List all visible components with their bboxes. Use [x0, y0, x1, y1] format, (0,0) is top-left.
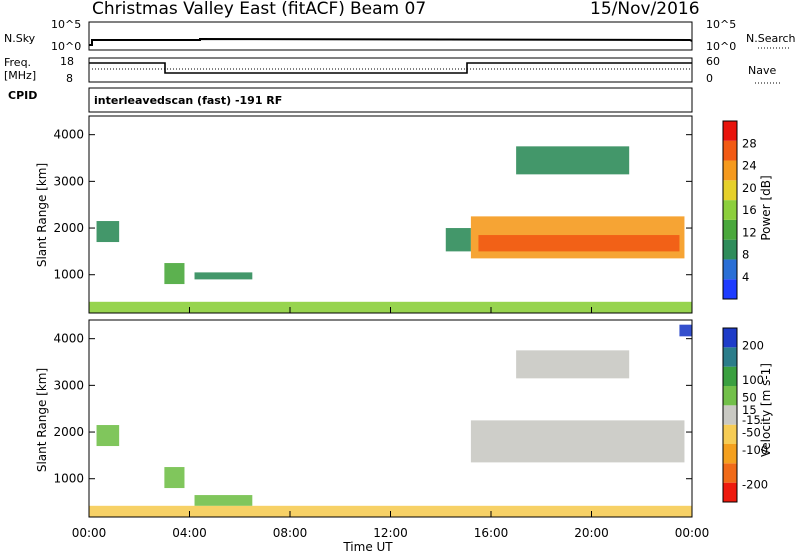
freq-top-tick: 18: [60, 55, 74, 68]
colorbar-swatch: [723, 444, 737, 464]
scatter-region: [194, 495, 253, 506]
cpid-label: CPID: [8, 89, 37, 102]
x-tick-label: 12:00: [373, 526, 408, 540]
time-axis: 00:00 04:00 08:00 12:00 16:00 20:00 00:00: [72, 526, 710, 540]
noise-log-top-right: 10^5: [706, 18, 736, 31]
power-colorbar: 4 8 12 16 20 24 28: [722, 120, 757, 300]
colorbar-tick-label: -15: [742, 413, 761, 427]
scatter-region: [478, 235, 680, 252]
colorbar-swatch: [723, 347, 737, 367]
freq-bottom-tick: 8: [66, 72, 73, 85]
y-tick-label: 1000: [53, 472, 84, 486]
freq-panel-frame: [88, 57, 693, 83]
y-tick-label: 2000: [53, 221, 84, 235]
colorbar-tick-label: 28: [742, 136, 757, 150]
colorbar-swatch: [723, 386, 737, 406]
y-tick-label: 3000: [53, 174, 84, 188]
y-tick-label: 4000: [53, 332, 84, 346]
colorbar-tick-label: -100: [742, 443, 768, 457]
cpid-text: interleavedscan (fast) -191 RF: [94, 94, 282, 107]
colorbar-swatch: [723, 239, 737, 260]
scatter-region: [470, 420, 685, 463]
colorbar-swatch: [723, 405, 737, 425]
scatter-region: [445, 228, 471, 252]
time-axis-label: Time UT: [342, 540, 393, 554]
colorbar-swatch: [723, 463, 737, 483]
power-ylabel: Slant Range [km]: [35, 163, 49, 267]
colorbar-swatch: [723, 279, 737, 299]
colorbar-swatch: [723, 140, 737, 161]
colorbar-tick-label: -200: [742, 478, 768, 492]
colorbar-tick-label: 50: [742, 391, 757, 405]
colorbar-tick-label: 16: [742, 203, 757, 217]
colorbar-tick-label: 12: [742, 225, 757, 239]
scatter-region: [96, 425, 120, 447]
scatter-region: [679, 324, 692, 337]
nsky-trace: [89, 37, 693, 46]
colorbar-tick-label: 200: [742, 338, 764, 352]
colorbar-tick-label: 8: [742, 248, 749, 262]
colorbar-swatch: [723, 180, 737, 201]
velocity-colorbar-label: Velocity [m s-1]: [759, 363, 773, 457]
nave-bottom-tick: 0: [706, 72, 713, 85]
noise-log-bottom-right: 10^0: [706, 40, 736, 53]
x-tick-label: 08:00: [273, 526, 308, 540]
y-tick-label: 3000: [53, 378, 84, 392]
x-tick-label: 20:00: [574, 526, 609, 540]
nsky-label: N.Sky: [4, 32, 36, 45]
nave-label: Nave: [748, 64, 776, 77]
colorbar-tick-label: 20: [742, 181, 757, 195]
colorbar-swatch: [723, 366, 737, 386]
colorbar-swatch: [723, 160, 737, 181]
colorbar-swatch: [723, 121, 737, 141]
x-tick-label: 04:00: [172, 526, 207, 540]
noise-log-bottom-left: 10^0: [51, 40, 81, 53]
freq-label-1: Freq.: [4, 56, 31, 69]
colorbar-swatch: [723, 259, 737, 280]
nsearch-label: N.Search: [746, 32, 796, 45]
colorbar-tick-label: 100: [742, 373, 764, 387]
x-tick-label: 00:00: [72, 526, 107, 540]
scatter-region: [164, 263, 185, 285]
velocity-panel: 1000 2000 3000 4000: [53, 319, 693, 518]
y-tick-label: 1000: [53, 268, 84, 282]
colorbar-frame: [722, 327, 738, 503]
scatter-region: [194, 272, 253, 280]
nave-top-tick: 60: [706, 55, 720, 68]
y-tick-label: 2000: [53, 425, 84, 439]
scatter-region: [96, 221, 120, 243]
cpid-panel-frame: [88, 87, 693, 113]
power-panel: 1000 2000 3000 4000: [53, 115, 693, 314]
noise-panel-frame: [88, 21, 693, 51]
y-tick-label: 4000: [53, 128, 84, 142]
colorbar-swatch: [723, 482, 737, 502]
colorbar-tick-label: 15: [742, 403, 757, 417]
power-colorbar-label: Power [dB]: [759, 175, 773, 240]
date-title: 15/Nov/2016: [590, 0, 700, 19]
colorbar-swatch: [723, 424, 737, 444]
colorbar-tick-label: 24: [742, 159, 757, 173]
freq-trace: [89, 62, 692, 74]
colorbar-frame: [722, 120, 738, 300]
colorbar-swatch: [723, 328, 737, 348]
station-title: Christmas Valley East (fitACF): [92, 0, 345, 19]
scatter-region: [164, 467, 185, 489]
scatter-region: [516, 350, 630, 379]
x-tick-label: 16:00: [474, 526, 509, 540]
x-tick-label: 00:00: [675, 526, 710, 540]
colorbar-tick-label: -50: [742, 425, 761, 439]
colorbar-swatch: [723, 200, 737, 220]
freq-label-2: [MHz]: [4, 69, 36, 82]
velocity-ylabel: Slant Range [km]: [35, 368, 49, 472]
noise-log-top-left: 10^5: [51, 18, 81, 31]
beam-title: Beam 07: [350, 0, 426, 19]
colorbar-tick-label: 4: [742, 270, 749, 284]
colorbar-swatch: [723, 219, 737, 240]
scatter-region: [516, 146, 630, 175]
